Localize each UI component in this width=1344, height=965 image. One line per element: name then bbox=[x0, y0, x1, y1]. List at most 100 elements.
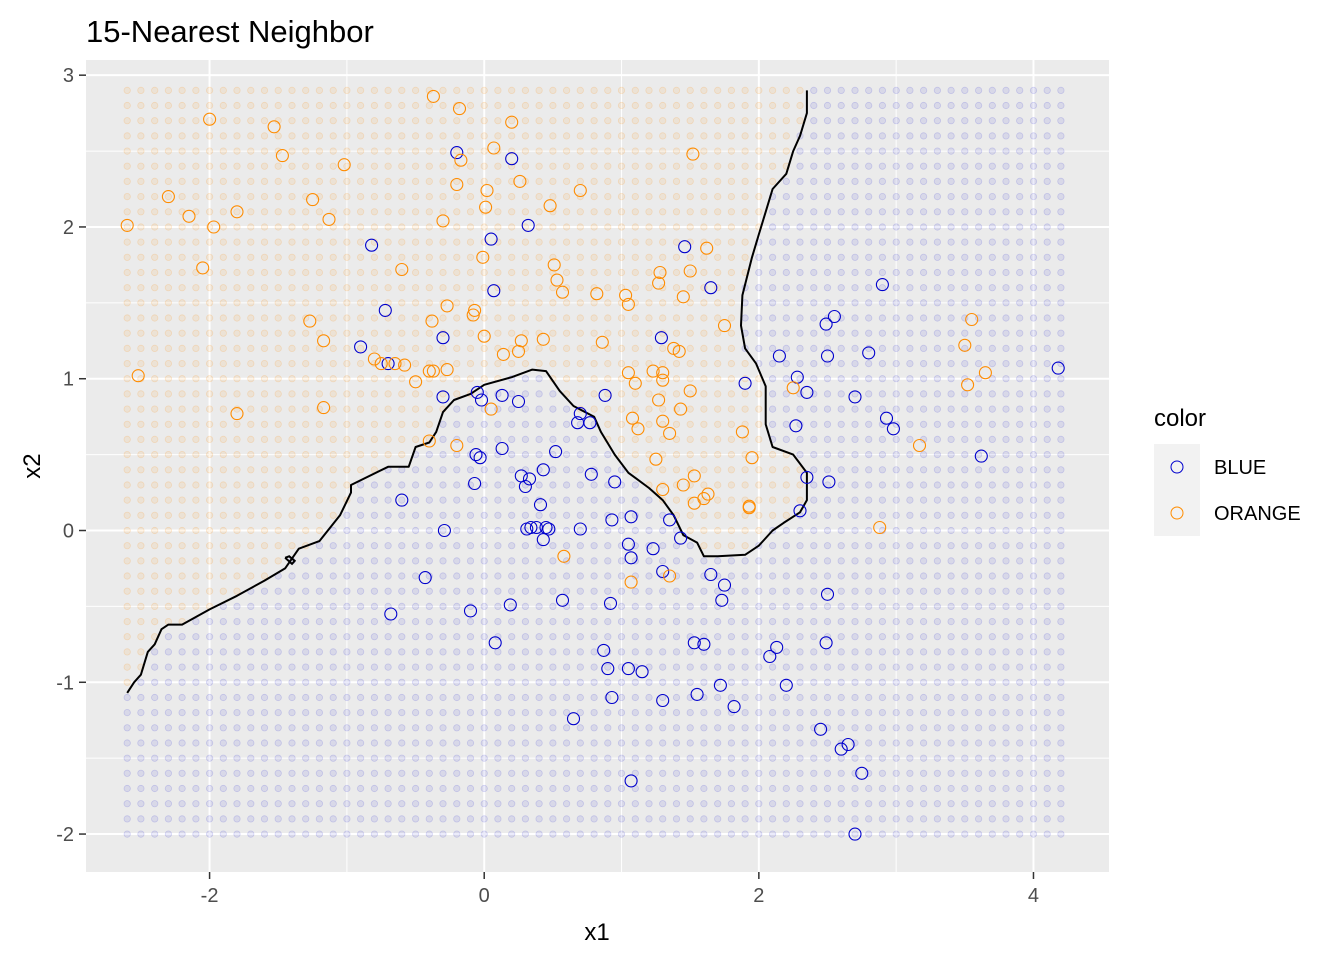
grid-dot-orange bbox=[343, 314, 351, 322]
grid-dot-blue bbox=[480, 557, 488, 565]
grid-dot-orange bbox=[672, 193, 681, 201]
grid-dot-blue bbox=[810, 678, 818, 686]
grid-dot-blue bbox=[315, 648, 323, 656]
grid-dot-orange bbox=[562, 86, 571, 95]
grid-dot-orange bbox=[672, 314, 681, 322]
grid-dot-orange bbox=[466, 238, 475, 246]
grid-dot-blue bbox=[714, 708, 722, 717]
grid-dot-blue bbox=[974, 708, 983, 717]
grid-dot-orange bbox=[521, 314, 530, 322]
point-orange bbox=[267, 120, 281, 134]
grid-dot-orange bbox=[741, 101, 749, 110]
grid-dot-blue bbox=[645, 739, 653, 747]
grid-dot-orange bbox=[123, 602, 131, 611]
point-orange bbox=[466, 308, 480, 322]
grid-dot-blue bbox=[727, 784, 736, 793]
grid-dot-blue bbox=[137, 784, 145, 793]
grid-dot-blue bbox=[906, 435, 914, 443]
grid-dot-blue bbox=[1043, 587, 1051, 595]
grid-dot-blue bbox=[631, 693, 639, 702]
grid-dot-blue bbox=[288, 724, 296, 732]
grid-dot-blue bbox=[1016, 678, 1024, 686]
grid-dot-blue bbox=[645, 511, 653, 519]
grid-dot-orange bbox=[206, 344, 214, 352]
grid-dot-blue bbox=[453, 526, 461, 535]
grid-dot-blue bbox=[604, 542, 612, 550]
grid-dot-orange bbox=[741, 177, 749, 185]
grid-dot-blue bbox=[974, 86, 983, 95]
grid-dot-orange bbox=[686, 511, 694, 519]
grid-dot-orange bbox=[247, 162, 255, 170]
grid-dot-blue bbox=[768, 329, 777, 337]
grid-dot-orange bbox=[617, 101, 626, 110]
grid-dot-blue bbox=[823, 405, 832, 413]
point-orange bbox=[275, 149, 289, 163]
grid-dot-orange bbox=[260, 435, 269, 443]
grid-dot-orange bbox=[590, 329, 598, 337]
grid-dot-blue bbox=[1043, 162, 1051, 170]
grid-dot-orange bbox=[164, 299, 172, 307]
point-blue bbox=[1051, 361, 1065, 375]
grid-dot-blue bbox=[988, 177, 996, 185]
grid-dot-blue bbox=[837, 329, 845, 337]
grid-dot-orange bbox=[727, 314, 736, 322]
grid-dot-orange bbox=[151, 602, 159, 611]
grid-dot-orange bbox=[453, 253, 461, 261]
grid-dot-orange bbox=[315, 420, 323, 428]
grid-dot-orange bbox=[151, 375, 159, 383]
grid-dot-blue bbox=[370, 557, 378, 565]
grid-dot-orange bbox=[659, 223, 667, 231]
grid-dot-orange bbox=[302, 86, 310, 95]
grid-dot-blue bbox=[233, 663, 241, 671]
grid-dot-blue bbox=[865, 390, 873, 398]
grid-dot-blue bbox=[810, 420, 818, 428]
grid-dot-blue bbox=[384, 754, 392, 762]
grid-dot-orange bbox=[453, 390, 461, 398]
grid-dot-orange bbox=[631, 329, 639, 337]
grid-dot-blue bbox=[933, 633, 942, 641]
grid-dot-blue bbox=[768, 405, 777, 413]
grid-dot-orange bbox=[356, 329, 365, 337]
grid-dot-blue bbox=[851, 117, 859, 125]
grid-dot-blue bbox=[851, 830, 859, 838]
grid-dot-orange bbox=[247, 435, 255, 443]
grid-dot-blue bbox=[617, 754, 626, 762]
grid-dot-orange bbox=[741, 542, 749, 550]
grid-dot-orange bbox=[137, 617, 145, 626]
grid-dot-blue bbox=[617, 693, 626, 702]
grid-dot-blue bbox=[370, 663, 378, 671]
grid-dot-blue bbox=[247, 754, 255, 762]
grid-dot-orange bbox=[123, 344, 131, 352]
grid-dot-blue bbox=[782, 238, 790, 246]
grid-dot-blue bbox=[768, 708, 777, 717]
grid-dot-blue bbox=[480, 663, 488, 671]
grid-dot-blue bbox=[878, 572, 887, 580]
grid-dot-blue bbox=[617, 511, 626, 519]
grid-dot-orange bbox=[178, 511, 186, 519]
grid-dot-blue bbox=[247, 648, 255, 656]
grid-dot-orange bbox=[356, 86, 365, 95]
grid-dot-blue bbox=[590, 708, 598, 717]
grid-dot-blue bbox=[865, 253, 873, 261]
grid-dot-blue bbox=[947, 268, 955, 277]
grid-dot-orange bbox=[247, 268, 255, 277]
grid-dot-orange bbox=[466, 117, 475, 125]
grid-dot-blue bbox=[302, 572, 310, 580]
grid-dot-blue bbox=[178, 830, 186, 838]
grid-dot-orange bbox=[233, 132, 241, 140]
grid-dot-orange bbox=[700, 86, 708, 95]
grid-dot-orange bbox=[370, 405, 378, 413]
grid-dot-blue bbox=[919, 557, 928, 565]
grid-dot-blue bbox=[494, 648, 502, 656]
grid-dot-blue bbox=[302, 617, 310, 626]
grid-dot-blue bbox=[837, 117, 845, 125]
grid-dot-orange bbox=[288, 253, 296, 261]
grid-dot-blue bbox=[1002, 648, 1010, 656]
grid-dot-blue bbox=[974, 238, 983, 246]
grid-dot-orange bbox=[686, 405, 694, 413]
grid-dot-blue bbox=[590, 511, 598, 519]
grid-dot-orange bbox=[137, 496, 145, 504]
grid-dot-blue bbox=[398, 587, 406, 595]
grid-dot-blue bbox=[892, 815, 900, 823]
grid-dot-orange bbox=[315, 208, 323, 216]
